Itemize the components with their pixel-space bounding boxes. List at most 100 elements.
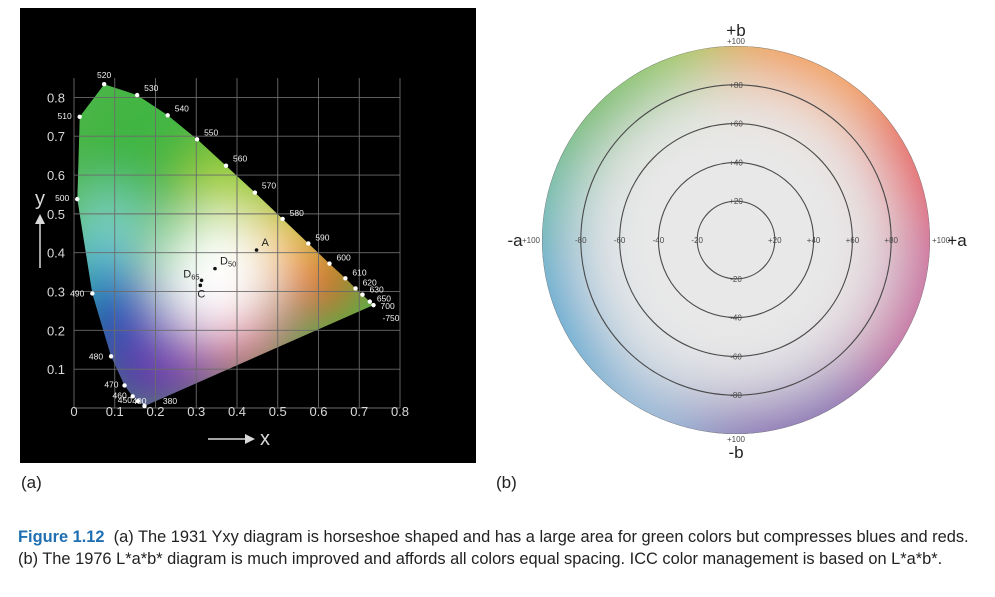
locus-point bbox=[367, 299, 373, 304]
chart-axes: 0 0.1 0.2 0.3 0.4 0.5 0.6 0.7 0.8 0.1 0.2 0.3 0.4 0.5… bbox=[35, 90, 409, 450]
y-tick-label: 0.6 bbox=[47, 168, 65, 183]
wavelength-label: 460 bbox=[112, 390, 126, 400]
y-axis-arrowhead-icon bbox=[35, 214, 45, 224]
lab-color-disc bbox=[542, 46, 930, 434]
a-axis-tick: +80 bbox=[884, 236, 898, 245]
axis-label-left: -a bbox=[507, 231, 523, 250]
x-tick-label: 0.5 bbox=[269, 404, 287, 419]
a-axis-tick: +60 bbox=[846, 236, 860, 245]
a-axis-tick: +100 bbox=[932, 236, 951, 245]
locus-point bbox=[130, 394, 135, 399]
chart-marks: 3804004504604704804905005105205305405505… bbox=[55, 70, 400, 409]
wavelength-label: 630 bbox=[370, 285, 384, 295]
b-axis-tick: +20 bbox=[729, 197, 743, 206]
white-point-label: C bbox=[197, 288, 205, 300]
locus-point bbox=[142, 403, 147, 409]
axis-label-right: +a bbox=[947, 231, 967, 250]
b-axis-tick: -20 bbox=[730, 275, 742, 284]
a-axis-tick: +100 bbox=[522, 236, 541, 245]
y-tick-label: 0.2 bbox=[47, 323, 65, 338]
locus-point bbox=[194, 137, 200, 142]
b-axis-tick: -80 bbox=[730, 391, 742, 400]
x-tick-label: 0.8 bbox=[391, 404, 409, 419]
wavelength-label: 450 bbox=[118, 395, 132, 405]
wavelength-label: 380 bbox=[163, 396, 177, 406]
b-axis-tick: +100 bbox=[727, 37, 746, 46]
x-axis-arrowhead-icon bbox=[245, 434, 255, 444]
x-tick-label: 0.3 bbox=[187, 404, 205, 419]
locus-point bbox=[327, 261, 332, 266]
locus-point bbox=[101, 82, 107, 87]
wavelength-label: 480 bbox=[89, 351, 103, 361]
locus-point bbox=[252, 190, 258, 195]
wavelength-label: 510 bbox=[58, 111, 72, 121]
x-tick-label: 0.4 bbox=[228, 404, 246, 419]
lab-tick-labels: +100 -80 -60 -40 -20 +20 +40 +60 +80 +100 +100 +80 +… bbox=[522, 37, 951, 444]
x-tick-label: 0.2 bbox=[146, 404, 164, 419]
wavelength-label: 700 bbox=[381, 301, 395, 311]
x-tick-label: 0.1 bbox=[106, 404, 124, 419]
a-axis-tick: +40 bbox=[807, 236, 821, 245]
x-tick-label: 0.6 bbox=[309, 404, 327, 419]
b-axis-tick: +60 bbox=[729, 120, 743, 129]
wavelength-label: 520 bbox=[97, 70, 111, 80]
wavelength-label: 610 bbox=[352, 267, 366, 277]
wavelength-label: 650 bbox=[377, 294, 391, 304]
locus-point bbox=[371, 302, 376, 308]
wavelength-label: 560 bbox=[233, 154, 247, 164]
locus-point bbox=[75, 196, 80, 202]
lab-ring bbox=[619, 123, 853, 357]
wavelength-label: 590 bbox=[315, 232, 329, 242]
b-axis-tick: +80 bbox=[729, 81, 743, 90]
white-point-marker bbox=[254, 248, 259, 252]
panel-b-label: (b) bbox=[496, 473, 517, 492]
locus-point bbox=[353, 286, 358, 291]
cie-lab-svg: +100 -80 -60 -40 -20 +20 +40 +60 +80 +100+100+80+… bbox=[507, 21, 967, 462]
locus-point bbox=[223, 163, 229, 168]
chromaticity-gamut-fill bbox=[77, 84, 374, 407]
wavelength-label: 540 bbox=[175, 103, 189, 113]
wavelength-label: 570 bbox=[262, 181, 276, 191]
b-axis-tick: -40 bbox=[730, 314, 742, 323]
a-axis-tick: -40 bbox=[653, 236, 665, 245]
lab-rings bbox=[580, 84, 892, 396]
y-tick-label: 0.4 bbox=[47, 246, 65, 261]
cie-1931-xy-svg: 0 0.1 0.2 0.3 0.4 0.5 0.6 0.7 0.8 0.1 0.2 0.3 0.4 0.5… bbox=[35, 70, 409, 450]
locus-point bbox=[306, 241, 311, 246]
white-point-label: A bbox=[262, 237, 270, 249]
a-axis-tick: +20 bbox=[768, 236, 782, 245]
y-tick-label: 0.1 bbox=[47, 362, 65, 377]
axis-label-bottom: -b bbox=[728, 443, 743, 462]
wavelength-label: 620 bbox=[363, 277, 377, 287]
locus-point bbox=[135, 398, 141, 404]
b-axis-tick: +40 bbox=[729, 158, 743, 167]
white-point-marker bbox=[198, 283, 203, 288]
locus-point bbox=[77, 114, 82, 120]
a-axis-tick: -20 bbox=[691, 236, 703, 245]
chart-grid bbox=[73, 78, 401, 409]
wavelength-label: 490 bbox=[70, 288, 84, 298]
y-tick-label: 0.5 bbox=[47, 207, 65, 222]
locus-point bbox=[108, 354, 114, 359]
locus-point bbox=[134, 92, 140, 98]
x-axis-label: x bbox=[260, 428, 270, 450]
a-axis-tick: -80 bbox=[575, 236, 587, 245]
locus-point bbox=[90, 291, 95, 296]
x-tick-label: 0 bbox=[70, 404, 77, 419]
x-tick-label: 0.7 bbox=[350, 404, 368, 419]
wavelength-label: 500 bbox=[55, 193, 69, 203]
y-tick-label: 0.3 bbox=[47, 285, 65, 300]
white-point-marker bbox=[199, 278, 204, 283]
cie-lab-polar-chart: +100 -80 -60 -40 -20 +20 +40 +60 +80 +100 +100 +80 +… bbox=[493, 8, 988, 463]
axis-label-top: +b bbox=[726, 21, 745, 40]
white-point-label: D65 bbox=[183, 268, 199, 281]
y-axis-label: y bbox=[35, 188, 45, 210]
b-axis-tick: -60 bbox=[730, 352, 742, 361]
wavelength-label: 550 bbox=[204, 127, 218, 137]
lab-axis-labels: +b -b -a +a bbox=[507, 21, 967, 462]
locus-point bbox=[165, 113, 170, 118]
lab-ring bbox=[657, 161, 815, 319]
locus-point bbox=[122, 383, 127, 388]
white-point-label: D50 bbox=[220, 256, 236, 269]
locus-point bbox=[280, 216, 285, 222]
